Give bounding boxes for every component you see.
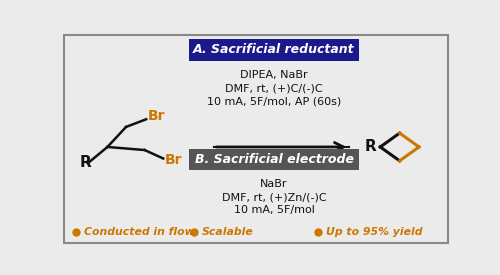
Text: Scalable: Scalable bbox=[202, 227, 254, 237]
Text: R: R bbox=[80, 155, 92, 170]
Text: Conducted in flow: Conducted in flow bbox=[84, 227, 195, 237]
Text: NaBr: NaBr bbox=[260, 179, 288, 189]
Text: Up to 95% yield: Up to 95% yield bbox=[326, 227, 422, 237]
Text: DIPEA, NaBr: DIPEA, NaBr bbox=[240, 70, 308, 80]
Text: 10 mA, 5F/mol, AP (60s): 10 mA, 5F/mol, AP (60s) bbox=[207, 97, 341, 106]
Text: R: R bbox=[365, 139, 376, 155]
FancyBboxPatch shape bbox=[189, 148, 360, 170]
FancyBboxPatch shape bbox=[189, 39, 360, 61]
Text: Br: Br bbox=[148, 109, 165, 123]
Text: DMF, rt, (+)Zn/(-)C: DMF, rt, (+)Zn/(-)C bbox=[222, 192, 326, 202]
Text: 10 mA, 5F/mol: 10 mA, 5F/mol bbox=[234, 205, 314, 215]
Text: B. Sacrificial electrode: B. Sacrificial electrode bbox=[194, 153, 354, 166]
Text: Br: Br bbox=[165, 153, 182, 167]
Text: DMF, rt, (+)C/(-)C: DMF, rt, (+)C/(-)C bbox=[226, 83, 323, 94]
Text: A. Sacrificial reductant: A. Sacrificial reductant bbox=[194, 43, 355, 56]
